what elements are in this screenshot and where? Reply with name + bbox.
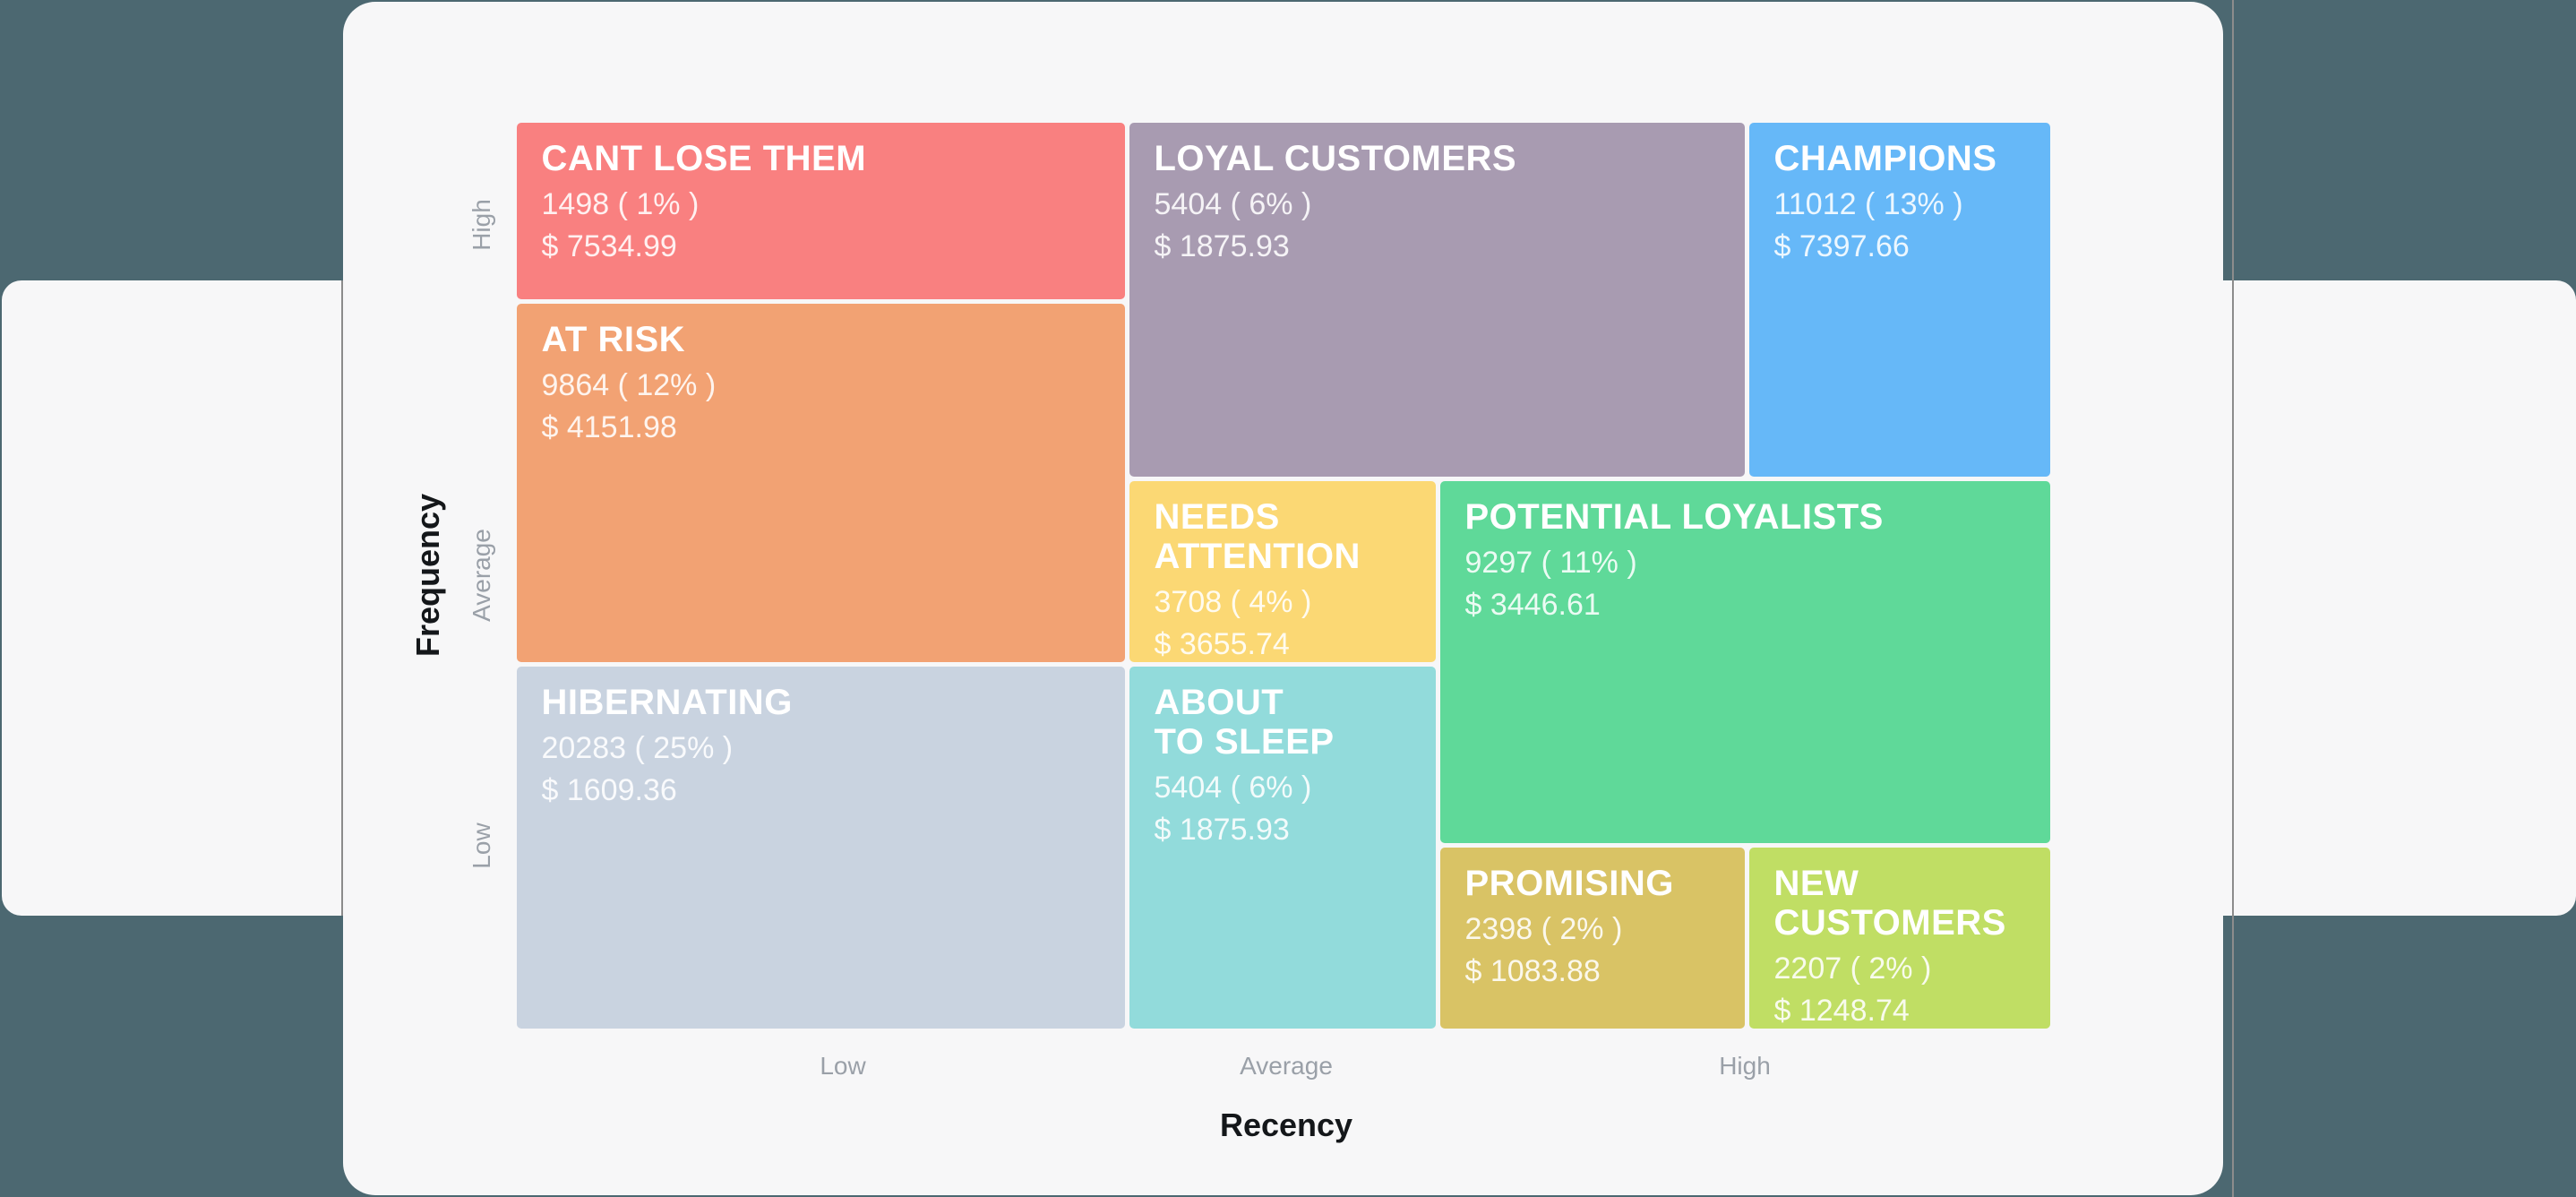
segment-new-customers[interactable]: NEW CUSTOMERS 2207 ( 2% ) $ 1248.74 [1748,847,2050,1029]
segment-count-label: 2207 ( 2% ) [1773,951,1932,986]
segment-needs-attention[interactable]: NEEDS ATTENTION 3708 ( 4% ) $ 3655.74 [1129,480,1436,662]
segment-title: CANT LOSE THEM [541,138,867,178]
segment-monetary-label: $ 3446.61 [1464,588,1601,623]
y-axis-tick-low: Low [468,822,495,869]
segment-about-to-sleep[interactable]: ABOUT TO SLEEP 5404 ( 6% ) $ 1875.93 [1129,666,1436,1029]
x-axis-title: Recency [1219,1107,1353,1143]
segment-monetary-label: $ 1083.88 [1464,954,1601,989]
segment-title: POTENTIAL LOYALISTS [1464,496,1884,537]
segment-monetary-label: $ 1248.74 [1773,994,1910,1029]
segment-cant-lose-them[interactable]: CANT LOSE THEM 1498 ( 1% ) $ 7534.99 [516,122,1125,299]
segment-title: ABOUT TO SLEEP [1154,682,1335,762]
segment-count-label: 11012 ( 13% ) [1773,186,1963,221]
segment-title: NEW CUSTOMERS [1773,863,2006,943]
segment-monetary-label: $ 4151.98 [541,410,677,445]
segment-title: NEEDS ATTENTION [1154,496,1361,576]
segment-count-label: 5404 ( 6% ) [1154,186,1312,221]
segment-monetary-label: $ 1875.93 [1154,813,1290,848]
segment-count-label: 2398 ( 2% ) [1464,911,1623,946]
segment-monetary-label: $ 7397.66 [1773,229,1910,264]
y-axis-tick-high: High [468,199,495,251]
segment-promising[interactable]: PROMISING 2398 ( 2% ) $ 1083.88 [1439,847,1745,1029]
segment-hibernating[interactable]: HIBERNATING 20283 ( 25% ) $ 1609.36 [516,666,1125,1029]
y-axis-tick-average: Average [468,529,495,622]
segment-monetary-label: $ 7534.99 [541,229,677,264]
background-panel-right [2223,280,2576,916]
segment-count-label: 20283 ( 25% ) [541,730,734,765]
segment-count-label: 3708 ( 4% ) [1154,584,1312,619]
rfm-grid: Frequency Recency CANT LOSE THEM 1498 ( 1… [409,120,2052,1143]
segment-monetary-label: $ 1875.93 [1154,229,1290,264]
segment-champions[interactable]: CHAMPIONS 11012 ( 13% ) $ 7397.66 [1748,122,2050,477]
y-axis-title: Frequency [409,493,446,658]
vertical-divider-left [341,280,343,916]
segment-loyal-customers[interactable]: LOYAL CUSTOMERS 5404 ( 6% ) $ 1875.93 [1129,122,1745,477]
segment-title: AT RISK [541,319,686,359]
segment-count-label: 9864 ( 12% ) [541,367,717,402]
segment-title: PROMISING [1464,863,1674,903]
background-panel-left [2,280,342,916]
x-axis-tick-average: Average [1240,1052,1333,1080]
segment-title: CHAMPIONS [1773,138,1997,178]
x-axis-tick-high: High [1719,1052,1771,1080]
segment-monetary-label: $ 3655.74 [1154,627,1290,662]
x-axis-tick-low: Low [820,1052,866,1080]
segment-title: HIBERNATING [541,682,793,722]
segment-count-label: 9297 ( 11% ) [1464,545,1637,580]
segment-count-label: 5404 ( 6% ) [1154,770,1312,805]
segment-count-label: 1498 ( 1% ) [541,186,700,221]
vertical-divider-right [2232,0,2234,1197]
segment-monetary-label: $ 1609.36 [541,773,677,808]
segment-potential-loyalists[interactable]: POTENTIAL LOYALISTS 9297 ( 11% ) $ 3446.61 [1439,480,2050,843]
segment-at-risk[interactable]: AT RISK 9864 ( 12% ) $ 4151.98 [516,303,1125,662]
segment-title: LOYAL CUSTOMERS [1154,138,1517,178]
